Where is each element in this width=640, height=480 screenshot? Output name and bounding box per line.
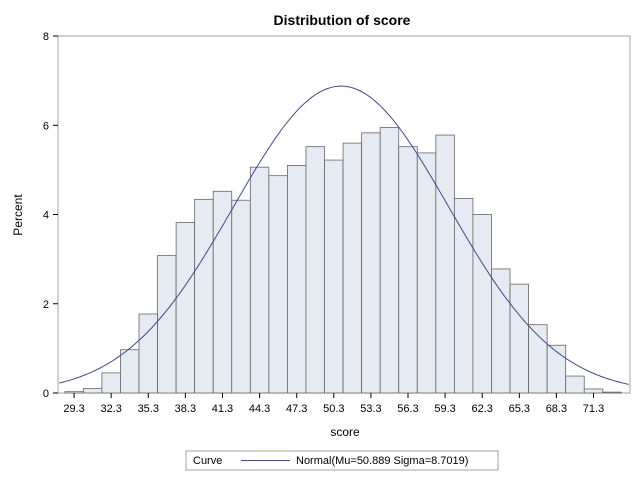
normal-curve xyxy=(59,85,629,385)
x-tick-label: 68.3 xyxy=(546,403,567,415)
histogram-bar xyxy=(82,388,103,394)
histogram-bar xyxy=(342,142,363,394)
x-tick-label: 53.3 xyxy=(360,403,381,415)
x-tick-label: 71.3 xyxy=(583,403,604,415)
x-tick-label: 38.3 xyxy=(175,403,196,415)
x-tick-label: 59.3 xyxy=(434,403,455,415)
histogram-bar xyxy=(435,134,455,394)
y-axis-label: Percent xyxy=(11,194,25,236)
legend-series-label: Normal(Mu=50.889 Sigma=8.7019) xyxy=(296,455,468,467)
histogram-bar xyxy=(509,283,529,394)
x-tick-label: 56.3 xyxy=(397,403,418,415)
legend: Curve Normal(Mu=50.889 Sigma=8.7019) xyxy=(185,450,499,471)
x-tick-label: 62.3 xyxy=(471,403,492,415)
histogram-bar xyxy=(64,391,84,394)
histogram-bar xyxy=(249,166,270,394)
x-tick-label: 47.3 xyxy=(286,403,307,415)
histogram-bar xyxy=(175,222,196,394)
histogram-bar xyxy=(231,199,251,394)
histogram-bar xyxy=(212,190,233,394)
histogram-bar xyxy=(379,127,400,394)
histogram-bar xyxy=(157,255,177,394)
histogram-bar xyxy=(194,198,214,394)
histogram-bar xyxy=(138,313,158,394)
x-tick-label: 32.3 xyxy=(100,403,121,415)
chart-title: Distribution of score xyxy=(274,12,411,28)
legend-title: Curve xyxy=(193,455,222,467)
histogram-bar xyxy=(565,375,585,394)
x-tick-label: 29.3 xyxy=(63,403,84,415)
x-tick-label: 41.3 xyxy=(212,403,233,415)
histogram-bar xyxy=(305,146,325,394)
x-tick-label: 35.3 xyxy=(138,403,159,415)
y-tick-label: 6 xyxy=(43,120,49,132)
histogram-bar xyxy=(602,391,622,394)
y-tick-label: 4 xyxy=(43,210,49,222)
legend-frame xyxy=(185,450,499,471)
x-tick-label: 50.3 xyxy=(323,403,344,415)
histogram-bar xyxy=(324,159,344,394)
plot-layer: 0 2 4 6 8 29.3 32.3 35.3 38.3 41.3 44.3 47.3 50.3 53.… xyxy=(43,31,631,415)
x-tick-label: 44.3 xyxy=(249,403,270,415)
histogram-bar xyxy=(361,132,381,394)
histogram-bar xyxy=(287,165,307,394)
histogram-bar xyxy=(583,388,604,394)
histogram-bar xyxy=(268,175,288,394)
y-tick-label: 0 xyxy=(43,388,49,400)
histogram-bar xyxy=(546,344,567,394)
y-tick-label: 8 xyxy=(43,31,49,43)
y-tick-label: 2 xyxy=(43,299,49,311)
histogram-bar xyxy=(453,198,474,394)
histogram-bar xyxy=(398,146,418,394)
histogram-bar xyxy=(120,349,140,394)
histogram-bar xyxy=(101,372,121,394)
histogram-bar xyxy=(472,214,492,394)
x-tick-label: 65.3 xyxy=(509,403,530,415)
histogram-bar xyxy=(416,152,437,394)
x-axis-label: score xyxy=(330,425,360,439)
histogram-bar xyxy=(491,268,511,394)
